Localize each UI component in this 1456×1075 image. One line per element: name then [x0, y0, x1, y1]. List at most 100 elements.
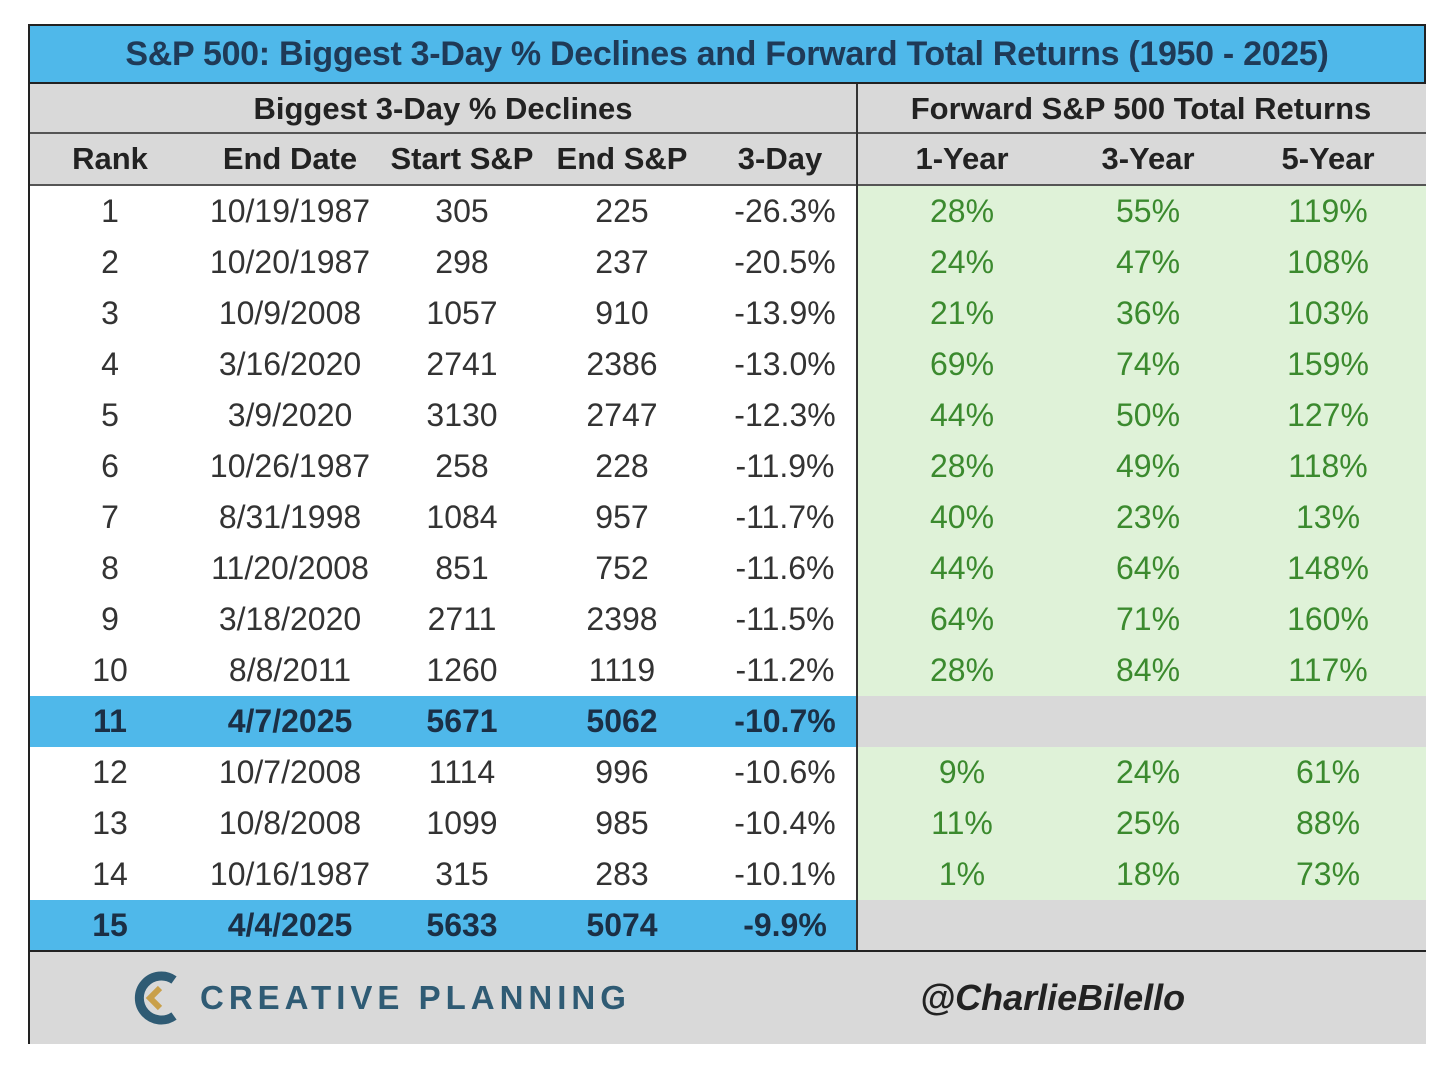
cell-5-year: 117%: [1288, 652, 1368, 688]
table-row: 15 4/4/2025 5633 5074 -9.9%: [30, 900, 1426, 951]
row-left-background: [30, 696, 856, 747]
table-frame: S&P 500: Biggest 3-Day % Declines and Fo…: [28, 24, 1426, 1044]
cell-3-year: 18%: [1115, 856, 1181, 892]
row-left-background: [30, 747, 856, 798]
row-forward-background: [858, 237, 1426, 288]
row-left-background: [30, 186, 856, 237]
cell-end-date: 3/18/2020: [218, 601, 362, 637]
brand-name: CREATIVE PLANNING: [200, 979, 631, 1016]
table-row: 12 10/7/2008 1114 996 -10.6% 9% 24% 61%: [30, 747, 1426, 798]
cell-3-day: -9.9%: [743, 907, 827, 943]
cell-5-year: 103%: [1287, 295, 1369, 331]
cell-start-sp: 851: [435, 550, 489, 586]
cell-1-year: 28%: [929, 448, 995, 484]
cell-5-year: 61%: [1295, 754, 1361, 790]
footer: CREATIVE PLANNING @CharlieBilello: [30, 950, 1426, 1044]
cell-end-date: 4/4/2025: [227, 907, 353, 943]
cell-3-day: -11.2%: [735, 652, 835, 688]
cell-end-sp: 996: [595, 754, 649, 790]
cell-5-year: 160%: [1287, 601, 1369, 637]
cell-rank: 7: [101, 499, 119, 535]
column-group-divider: [856, 84, 858, 950]
cell-end-sp: 752: [595, 550, 649, 586]
cell-end-date: 11/20/2008: [211, 550, 369, 586]
table-row: 11 4/7/2025 5671 5062 -10.7%: [30, 696, 1426, 747]
row-forward-background: [858, 645, 1426, 696]
row-left-background: [30, 441, 856, 492]
cell-3-day: -11.9%: [735, 448, 835, 484]
cell-1-year: [892, 696, 1032, 747]
row-forward-background: [858, 849, 1426, 900]
row-forward-background: [858, 441, 1426, 492]
cell-end-sp: 957: [595, 499, 649, 535]
table-row: 4 3/16/2020 2741 2386 -13.0% 69% 74% 159%: [30, 339, 1426, 390]
cell-3-day: -10.4%: [734, 805, 836, 841]
table-row: 1 10/19/1987 305 225 -26.3% 28% 55% 119%: [30, 186, 1426, 237]
table-row: 13 10/8/2008 1099 985 -10.4% 11% 25% 88%: [30, 798, 1426, 849]
cell-5-year: 148%: [1287, 550, 1369, 586]
cell-rank: 2: [101, 244, 119, 280]
cell-1-year: 44%: [929, 550, 995, 586]
cell-5-year: 13%: [1295, 499, 1361, 535]
cell-3-day: -10.7%: [734, 703, 836, 739]
row-forward-background: [858, 339, 1426, 390]
row-left-background: [30, 390, 856, 441]
cell-start-sp: 258: [435, 448, 489, 484]
row-forward-background: [858, 594, 1426, 645]
cell-3-year: 55%: [1115, 193, 1181, 229]
cell-3-year: 49%: [1115, 448, 1181, 484]
cell-rank: 5: [101, 397, 119, 433]
row-forward-background: [858, 390, 1426, 441]
cell-end-sp: 910: [595, 295, 649, 331]
cell-5-year: [1258, 900, 1398, 951]
row-left-background: [30, 849, 856, 900]
cell-3-day: -13.9%: [734, 295, 836, 331]
cell-3-year: 74%: [1115, 346, 1181, 382]
cell-end-date: 10/19/1987: [209, 193, 371, 229]
cell-3-day: -11.6%: [735, 550, 835, 586]
row-left-background: [30, 492, 856, 543]
row-forward-background: [858, 696, 1426, 747]
cell-start-sp: 1114: [428, 754, 496, 790]
row-forward-background: [858, 492, 1426, 543]
cell-start-sp: 1260: [426, 652, 498, 688]
cell-end-date: 4/7/2025: [227, 703, 353, 739]
cell-rank: 3: [101, 295, 119, 331]
cell-3-year: 84%: [1115, 652, 1181, 688]
cell-start-sp: 1084: [426, 499, 498, 535]
cell-end-date: 10/8/2008: [218, 805, 362, 841]
table-row: 7 8/31/1998 1084 957 -11.7% 40% 23% 13%: [30, 492, 1426, 543]
cell-3-year: 23%: [1115, 499, 1181, 535]
cell-end-date: 10/7/2008: [218, 754, 362, 790]
cell-end-sp: 228: [595, 448, 649, 484]
row-forward-background: [858, 186, 1426, 237]
cell-end-date: 10/9/2008: [218, 295, 362, 331]
group-header-forward-returns: Forward S&P 500 Total Returns: [856, 84, 1426, 134]
cell-1-year: 1%: [938, 856, 986, 892]
cell-3-day: -11.7%: [735, 499, 835, 535]
creative-planning-logo-icon: [134, 971, 177, 1025]
cell-end-sp: 2398: [586, 601, 658, 637]
cell-start-sp: 305: [435, 193, 489, 229]
cell-end-date: 8/31/1998: [218, 499, 362, 535]
cell-start-sp: 315: [435, 856, 489, 892]
cell-end-sp: 2386: [586, 346, 658, 382]
table-row: 5 3/9/2020 3130 2747 -12.3% 44% 50% 127%: [30, 390, 1426, 441]
row-forward-background: [858, 543, 1426, 594]
cell-end-date: 10/20/1987: [209, 244, 371, 280]
cell-rank: 4: [101, 346, 119, 382]
cell-5-year: 119%: [1288, 193, 1368, 229]
cell-1-year: 21%: [929, 295, 995, 331]
row-left-background: [30, 288, 856, 339]
cell-3-day: -26.3%: [734, 193, 836, 229]
row-forward-background: [858, 747, 1426, 798]
table-title: S&P 500: Biggest 3-Day % Declines and Fo…: [30, 26, 1424, 84]
cell-end-sp: 5074: [586, 907, 658, 943]
cell-5-year: 159%: [1287, 346, 1369, 382]
cell-1-year: 11%: [931, 805, 993, 841]
cell-rank: 9: [101, 601, 119, 637]
cell-1-year: 64%: [929, 601, 995, 637]
cell-3-day: -20.5%: [734, 244, 836, 280]
cell-start-sp: 298: [435, 244, 489, 280]
table-row: 6 10/26/1987 258 228 -11.9% 28% 49% 118%: [30, 441, 1426, 492]
